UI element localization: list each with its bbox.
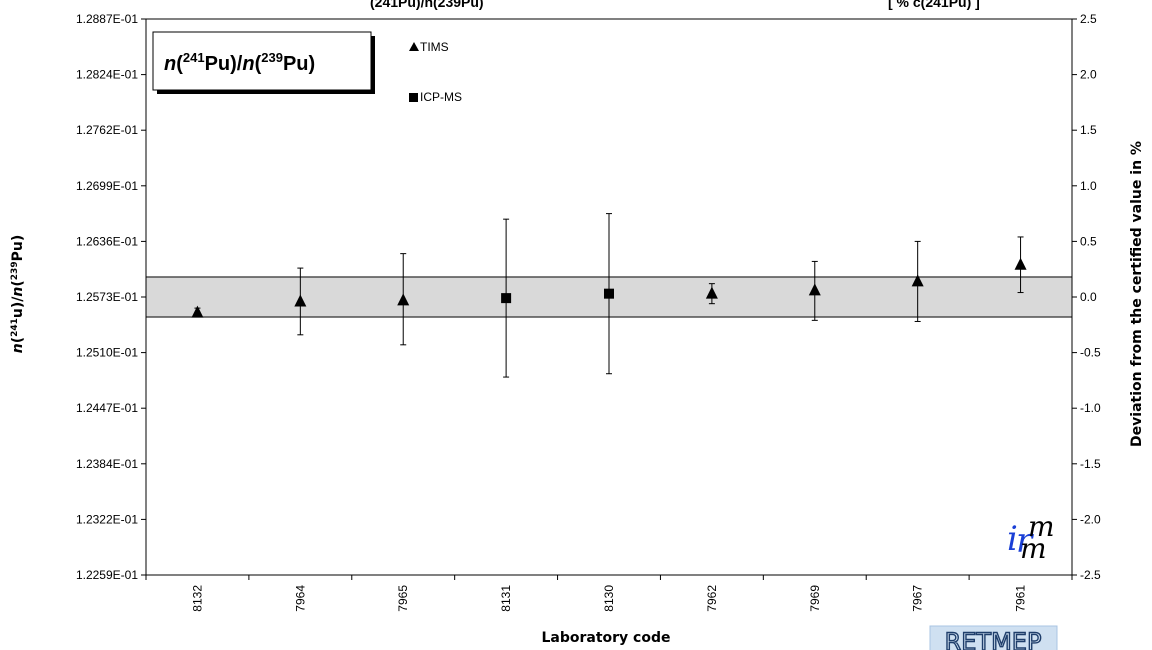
triangle-marker bbox=[705, 286, 718, 299]
y2-tick-label: -2.5 bbox=[1080, 568, 1101, 582]
y-tick-label: 1.2636E-01 bbox=[76, 234, 138, 248]
y2-tick-label: 2.0 bbox=[1080, 68, 1097, 82]
x-tick-label: 8132 bbox=[190, 585, 204, 612]
data-point-tims-7965 bbox=[397, 253, 410, 346]
right-axis: -2.5 -2.0 -1.5 -1.0 -0.5 0.0 0.5 1.0 1.5 2.0 2.5 bbox=[1072, 12, 1101, 582]
x-tick-label: 7965 bbox=[396, 585, 410, 612]
title-sup2: 239 bbox=[261, 50, 283, 65]
irmm-logo: i r m m bbox=[1007, 510, 1055, 565]
triangle-marker bbox=[911, 274, 924, 287]
y-axis-title: n(241u)/n(239Pu) bbox=[10, 235, 26, 353]
title-open2: ( bbox=[255, 53, 262, 75]
ylabel-pu: Pu) bbox=[10, 235, 26, 262]
y2-tick-label: -0.5 bbox=[1080, 346, 1101, 360]
irmm-logo-i: i bbox=[1007, 519, 1018, 559]
header-fragment-right: [ % c(241Pu) ] bbox=[888, 0, 980, 10]
x-axis-title: Laboratory code bbox=[541, 630, 670, 646]
legend-triangle-icon bbox=[409, 42, 419, 51]
data-point-icp-ms-8131 bbox=[501, 218, 512, 378]
y-tick-label: 1.2384E-01 bbox=[76, 457, 138, 471]
legend-item-tims: TIMS bbox=[409, 40, 449, 54]
y2-tick-label: -1.0 bbox=[1080, 401, 1101, 415]
triangle-marker bbox=[397, 293, 410, 306]
y-tick-label: 1.2824E-01 bbox=[76, 68, 138, 82]
legend-square-icon bbox=[409, 93, 418, 102]
y-tick-label: 1.2699E-01 bbox=[76, 179, 138, 193]
title-n2: n bbox=[242, 53, 254, 75]
ylabel-n1: n bbox=[10, 343, 26, 353]
ylabel-sup1: 241 bbox=[10, 318, 20, 337]
x-axis: 8132 7964 7965 8131 8130 7962 7969 7967 7961 bbox=[145, 575, 1073, 612]
ylabel-u: u)/ bbox=[10, 296, 26, 318]
title-box: n(241Pu)/n(239Pu) bbox=[152, 31, 375, 94]
x-tick-label: 7961 bbox=[1014, 585, 1028, 612]
y2-tick-label: -1.5 bbox=[1080, 457, 1101, 471]
square-marker bbox=[604, 288, 614, 299]
triangle-marker bbox=[1014, 257, 1027, 270]
irmm-logo-m1: m bbox=[1028, 510, 1055, 543]
ylabel-sup2: 239 bbox=[10, 261, 20, 280]
data-marks bbox=[191, 213, 1027, 378]
data-point-tims-7969 bbox=[808, 260, 821, 321]
square-marker bbox=[501, 293, 512, 304]
data-point-tims-7961 bbox=[1014, 236, 1027, 294]
title-pu1: Pu)/ bbox=[205, 53, 243, 75]
title-n1: n bbox=[164, 53, 176, 75]
data-point-tims-8132 bbox=[191, 305, 204, 318]
y2-tick-label: -2.0 bbox=[1080, 512, 1101, 526]
y2-axis-title: Deviation from the certified value in % bbox=[1129, 141, 1145, 447]
y-tick-label: 1.2887E-01 bbox=[76, 12, 138, 26]
data-point-tims-7967 bbox=[911, 240, 924, 322]
y2-tick-label: 1.0 bbox=[1080, 179, 1097, 193]
triangle-marker bbox=[808, 283, 821, 296]
x-tick-label: 8131 bbox=[499, 585, 513, 612]
y-tick-label: 1.2510E-01 bbox=[76, 346, 138, 360]
y2-tick-label: 0.5 bbox=[1080, 234, 1097, 248]
x-tick-label: 7962 bbox=[705, 585, 719, 612]
retmep-logo: RETMEP bbox=[929, 625, 1058, 650]
y2-tick-label: 2.5 bbox=[1080, 12, 1097, 26]
y2-tick-label: 0.0 bbox=[1080, 290, 1097, 304]
y-tick-label: 1.2573E-01 bbox=[76, 290, 138, 304]
legend-label: TIMS bbox=[420, 40, 449, 54]
ylabel-open1: ( bbox=[10, 337, 26, 343]
x-tick-label: 7964 bbox=[293, 585, 307, 612]
retmep-logo-text: RETMEP bbox=[945, 628, 1042, 650]
x-tick-label: 7967 bbox=[911, 585, 925, 612]
y-tick-label: 1.2259E-01 bbox=[76, 568, 138, 582]
legend-item-icp-ms: ICP-MS bbox=[409, 90, 462, 104]
legend-label: ICP-MS bbox=[420, 90, 462, 104]
x-tick-label: 7969 bbox=[808, 585, 822, 612]
y-tick-label: 1.2322E-01 bbox=[76, 512, 138, 526]
data-point-icp-ms-8130 bbox=[604, 213, 614, 375]
y2-tick-label: 1.5 bbox=[1080, 123, 1097, 137]
title-sup1: 241 bbox=[183, 50, 205, 65]
irmm-logo-m2: m bbox=[1020, 532, 1047, 565]
triangle-marker bbox=[294, 294, 307, 307]
x-tick-label: 8130 bbox=[602, 585, 616, 612]
data-point-tims-7964 bbox=[294, 267, 307, 336]
triangle-marker bbox=[191, 305, 204, 318]
legend: TIMS ICP-MS bbox=[409, 40, 462, 104]
ylabel-n2: n bbox=[10, 287, 26, 297]
data-point-tims-7962 bbox=[705, 283, 718, 305]
y-tick-label: 1.2762E-01 bbox=[76, 123, 138, 137]
title-open1: ( bbox=[176, 53, 183, 75]
y-tick-label: 1.2447E-01 bbox=[76, 401, 138, 415]
ylabel-open2: ( bbox=[10, 280, 26, 286]
title-box-text: n(241Pu)/n(239Pu) bbox=[164, 50, 315, 75]
irmm-logo-r: r bbox=[1016, 521, 1034, 561]
title-pu2: Pu) bbox=[283, 53, 315, 75]
left-axis: 1.2259E-01 1.2322E-01 1.2384E-01 1.2447E-01… bbox=[76, 12, 146, 582]
header-fragment-left: (241Pu)/n(239Pu) bbox=[370, 0, 484, 10]
